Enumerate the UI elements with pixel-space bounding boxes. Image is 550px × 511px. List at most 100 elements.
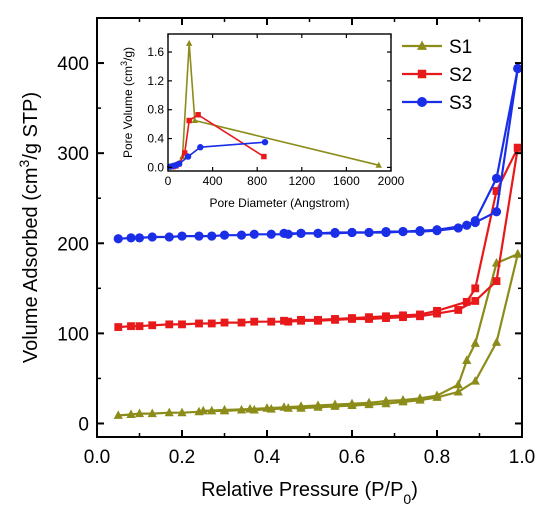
y-tick-label: 100 bbox=[57, 324, 89, 345]
series-S1-line-desorption bbox=[203, 253, 519, 412]
y-tick-label: 200 bbox=[57, 234, 89, 255]
x-axis-title: Relative Pressure (P/P0) bbox=[201, 479, 418, 507]
main-plot: 0.0 0.2 0.4 0.6 0.8 1.0 0 100 200 300 400 Relative … bbox=[16, 17, 535, 507]
data-point-S2 bbox=[280, 316, 288, 325]
data-point-S2 bbox=[195, 319, 203, 328]
data-point-S2 bbox=[207, 319, 216, 328]
data-point-S2 bbox=[399, 311, 407, 320]
data-point-S3 bbox=[113, 234, 123, 244]
data-point-S2 bbox=[365, 313, 373, 322]
data-point-S3 bbox=[126, 233, 136, 243]
data-point-S1 bbox=[330, 399, 340, 409]
data-point-S3 bbox=[134, 233, 145, 243]
data-point-S3 bbox=[177, 231, 187, 241]
data-point-S3 bbox=[279, 228, 289, 238]
data-point-S2 bbox=[267, 317, 276, 326]
data-point-S1 bbox=[398, 394, 408, 404]
inset-data-point-S3 bbox=[184, 153, 192, 160]
inset-x-tick-label: 800 bbox=[247, 174, 267, 188]
data-point-S2 bbox=[454, 306, 463, 314]
data-point-S3 bbox=[513, 63, 523, 74]
legend-label: S1 bbox=[449, 37, 472, 58]
data-point-S2 bbox=[382, 312, 390, 321]
data-point-S2 bbox=[513, 143, 522, 152]
legend-item-S3: S3 bbox=[402, 93, 472, 114]
inset-data-point-S3 bbox=[175, 160, 183, 167]
data-point-S2 bbox=[178, 320, 186, 329]
data-point-S1 bbox=[262, 403, 272, 412]
data-point-S2 bbox=[135, 322, 144, 331]
data-point-S1 bbox=[470, 376, 480, 385]
data-point-S3 bbox=[398, 226, 408, 237]
data-point-S3 bbox=[236, 230, 247, 240]
inset-y-tick-label: 0.4 bbox=[147, 132, 164, 146]
data-point-S2 bbox=[250, 317, 259, 326]
series-S2 bbox=[114, 143, 522, 331]
data-point-S2 bbox=[471, 297, 480, 305]
data-point-S1 bbox=[164, 407, 174, 417]
data-point-S1 bbox=[491, 337, 502, 346]
legend: S1 S2 S3 bbox=[402, 37, 472, 114]
data-point-S1 bbox=[126, 409, 136, 419]
data-point-S2 bbox=[148, 321, 157, 330]
y-tick-label: 400 bbox=[57, 54, 89, 75]
data-point-S3 bbox=[207, 231, 217, 241]
inset-x-tick-label: 1600 bbox=[333, 174, 360, 188]
data-point-S2 bbox=[433, 306, 441, 315]
data-point-S3 bbox=[432, 225, 442, 235]
data-point-S3 bbox=[219, 230, 230, 240]
data-point-S3 bbox=[194, 231, 204, 241]
inset-y-axis-title: Pore Volume (cm3/g) bbox=[119, 47, 135, 158]
x-tick-label: 0.4 bbox=[254, 447, 281, 468]
inset-y-tick-label: 1.6 bbox=[147, 45, 164, 59]
inset-frame bbox=[167, 33, 392, 172]
inset-data-point-S2 bbox=[186, 117, 192, 124]
inset-plot: 0 400 800 1200 1600 2000 0.0 0.4 0.8 1.2 1.6 Pore D… bbox=[119, 33, 405, 210]
data-point-S3 bbox=[462, 220, 472, 230]
data-point-S2 bbox=[471, 284, 480, 293]
y-tick-label: 300 bbox=[57, 144, 89, 165]
inset-data-point-S2 bbox=[195, 112, 201, 118]
data-point-S3 bbox=[381, 226, 391, 237]
inset-data-point-S2 bbox=[182, 150, 188, 156]
data-point-S3 bbox=[415, 226, 425, 236]
data-point-S1 bbox=[245, 404, 255, 413]
data-point-S1 bbox=[219, 404, 230, 414]
inset-background bbox=[168, 34, 391, 171]
data-point-S2 bbox=[165, 320, 174, 329]
series-S1 bbox=[113, 249, 523, 419]
inset-x-tick-label: 400 bbox=[203, 174, 223, 188]
data-point-S2 bbox=[297, 315, 305, 324]
data-point-S3 bbox=[330, 227, 340, 238]
data-point-S2 bbox=[492, 277, 501, 286]
data-point-S3 bbox=[164, 232, 174, 242]
data-point-S1 bbox=[381, 395, 391, 405]
y-axis-title: Volume Adsorbed (cm3/g STP) bbox=[16, 92, 42, 363]
legend-item-S2: S2 bbox=[402, 65, 472, 86]
data-point-S2 bbox=[331, 315, 339, 323]
data-point-S2 bbox=[314, 315, 322, 324]
x-tick-label: 1.0 bbox=[509, 447, 535, 468]
data-point-S1 bbox=[513, 249, 523, 258]
data-point-S1 bbox=[113, 410, 123, 419]
inset-data-point-S1 bbox=[191, 117, 198, 123]
inset-y-tick-label: 0.8 bbox=[147, 103, 164, 117]
inset-series-S3 bbox=[167, 138, 269, 170]
inset-x-axis-title: Pore Diameter (Angstrom) bbox=[209, 196, 349, 210]
legend-item-S1: S1 bbox=[402, 37, 472, 58]
data-point-S3 bbox=[364, 227, 374, 238]
data-point-S1 bbox=[198, 405, 208, 415]
data-point-S2 bbox=[416, 310, 424, 319]
x-tick-label: 0.2 bbox=[169, 447, 195, 468]
inset-y-tick-label: 1.2 bbox=[147, 74, 164, 88]
data-point-S1 bbox=[313, 400, 323, 410]
data-point-S1 bbox=[134, 408, 145, 418]
data-point-S3 bbox=[470, 216, 480, 226]
inset-y-tick-label: 0.0 bbox=[147, 160, 164, 174]
series-S3 bbox=[113, 63, 523, 244]
data-point-S3 bbox=[491, 173, 502, 183]
legend-label: S2 bbox=[449, 65, 472, 86]
data-point-S1 bbox=[453, 379, 463, 389]
data-point-S1 bbox=[470, 338, 480, 347]
data-point-S2 bbox=[492, 187, 501, 195]
